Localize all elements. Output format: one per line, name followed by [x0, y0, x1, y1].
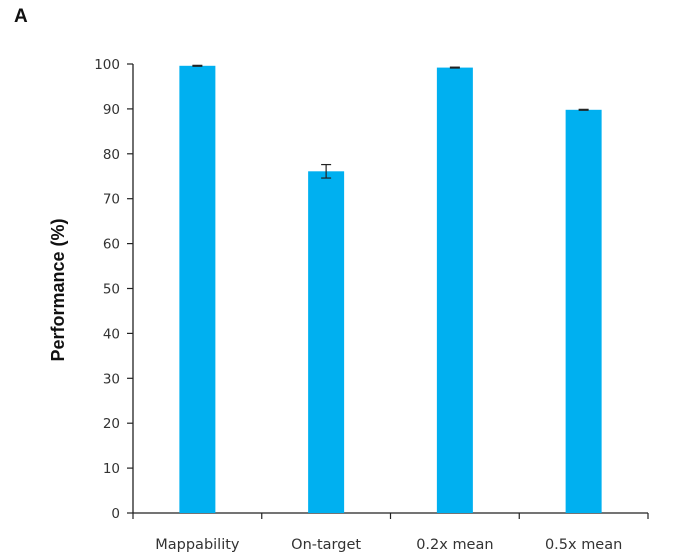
bar	[308, 171, 345, 513]
y-tick-label: 60	[103, 237, 120, 253]
y-axis: 0 10 20 30 40 50 60 70 80 90 100	[94, 57, 134, 522]
y-axis-title: Performance (%)	[48, 218, 68, 361]
y-tick-label: 30	[103, 371, 120, 387]
bars	[179, 65, 602, 514]
y-tick-label: 20	[103, 416, 120, 432]
y-tick-label: 80	[103, 147, 120, 163]
panel-label: A	[14, 6, 28, 27]
x-axis: Mappability On-target 0.2x mean 0.5x mean	[132, 512, 649, 553]
y-tick-label: 40	[103, 326, 120, 342]
y-tick-label: 10	[103, 461, 120, 477]
error-bars	[192, 64, 589, 179]
y-tick-label: 90	[103, 102, 120, 118]
x-category-label: On-target	[291, 537, 361, 553]
y-tick-label: 50	[103, 282, 120, 298]
x-category-label: 0.5x mean	[545, 537, 622, 553]
y-tick-label: 0	[111, 506, 120, 522]
y-tick-label: 70	[103, 192, 120, 208]
bar	[565, 109, 602, 513]
x-category-label: Mappability	[155, 537, 240, 553]
y-tick-label: 100	[94, 57, 120, 73]
x-category-label: 0.2x mean	[416, 537, 493, 553]
bar	[179, 65, 216, 514]
bar	[436, 67, 473, 513]
